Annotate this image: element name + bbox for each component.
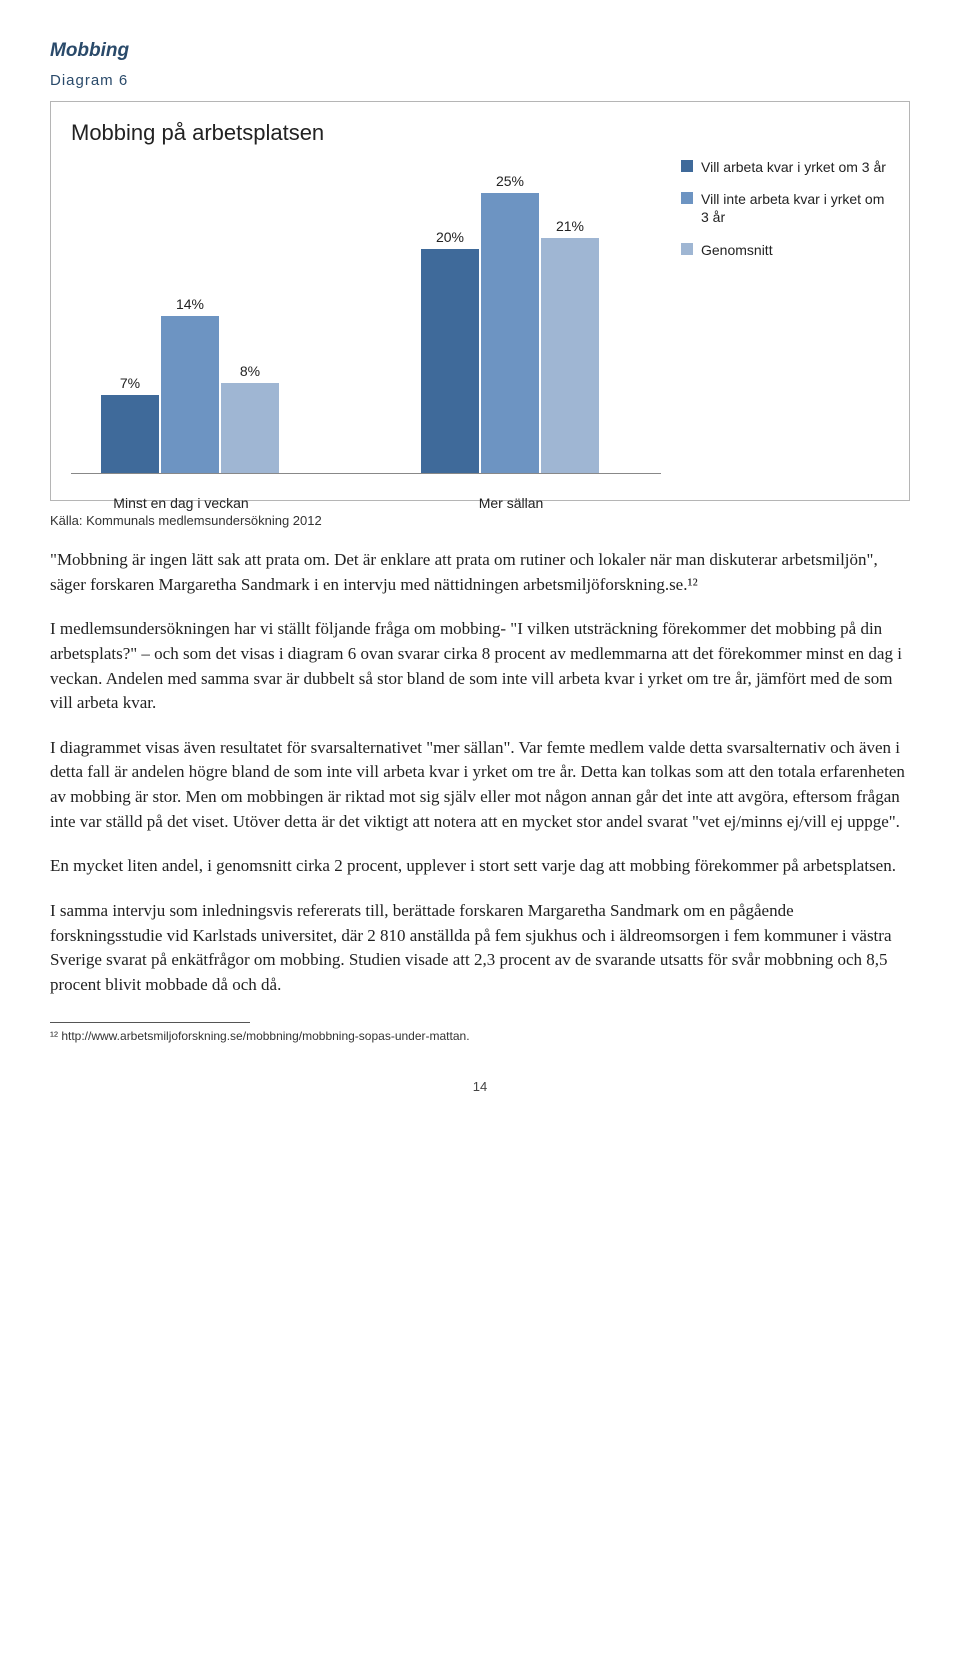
legend-swatch — [681, 160, 693, 172]
bar-value-label: 25% — [481, 173, 539, 189]
paragraph: I diagrammet visas även resultatet för s… — [50, 736, 910, 835]
legend-label: Vill arbeta kvar i yrket om 3 år — [701, 158, 886, 176]
footnote-rule — [50, 1022, 250, 1023]
chart-source: Källa: Kommunals medlemsundersökning 201… — [50, 513, 910, 528]
chart-legend: Vill arbeta kvar i yrket om 3 år Vill int… — [661, 154, 889, 474]
bar-value-label: 14% — [161, 296, 219, 312]
footnote: ¹² http://www.arbetsmiljoforskning.se/mo… — [50, 1029, 910, 1043]
bar: 14% — [161, 316, 219, 473]
paragraph: I samma intervju som inledningsvis refer… — [50, 899, 910, 998]
legend-item: Vill arbeta kvar i yrket om 3 år — [681, 158, 889, 176]
legend-item: Vill inte arbeta kvar i yrket om 3 år — [681, 190, 889, 226]
chart-plot-area: Minst en dag i veckanMer sällan 7%14%8%2… — [71, 154, 661, 474]
legend-swatch — [681, 243, 693, 255]
bar: 7% — [101, 395, 159, 473]
legend-swatch — [681, 192, 693, 204]
chart-body: Minst en dag i veckanMer sällan 7%14%8%2… — [71, 154, 889, 474]
bar: 8% — [221, 383, 279, 473]
bar: 25% — [481, 193, 539, 473]
bar-value-label: 21% — [541, 218, 599, 234]
paragraph: "Mobbning är ingen lätt sak att prata om… — [50, 548, 910, 597]
category-label: Minst en dag i veckan — [91, 495, 271, 511]
chart-container: Mobbing på arbetsplatsen Minst en dag i … — [50, 101, 910, 501]
section-title: Mobbing — [50, 40, 910, 62]
legend-label: Genomsnitt — [701, 241, 773, 259]
legend-item: Genomsnitt — [681, 241, 889, 259]
paragraph: I medlemsundersökningen har vi ställt fö… — [50, 617, 910, 716]
bar: 21% — [541, 238, 599, 473]
page-number: 14 — [50, 1079, 910, 1094]
legend-label: Vill inte arbeta kvar i yrket om 3 år — [701, 190, 889, 226]
bar-value-label: 7% — [101, 375, 159, 391]
bar: 20% — [421, 249, 479, 473]
chart-title: Mobbing på arbetsplatsen — [71, 120, 889, 146]
bar-group: 20%25%21% — [421, 193, 599, 473]
bar-group: 7%14%8% — [101, 316, 279, 473]
diagram-label: Diagram 6 — [50, 72, 910, 89]
bar-value-label: 20% — [421, 229, 479, 245]
bar-value-label: 8% — [221, 363, 279, 379]
paragraph: En mycket liten andel, i genomsnitt cirk… — [50, 854, 910, 879]
body-text: "Mobbning är ingen lätt sak att prata om… — [50, 548, 910, 998]
category-label: Mer sällan — [451, 495, 571, 511]
